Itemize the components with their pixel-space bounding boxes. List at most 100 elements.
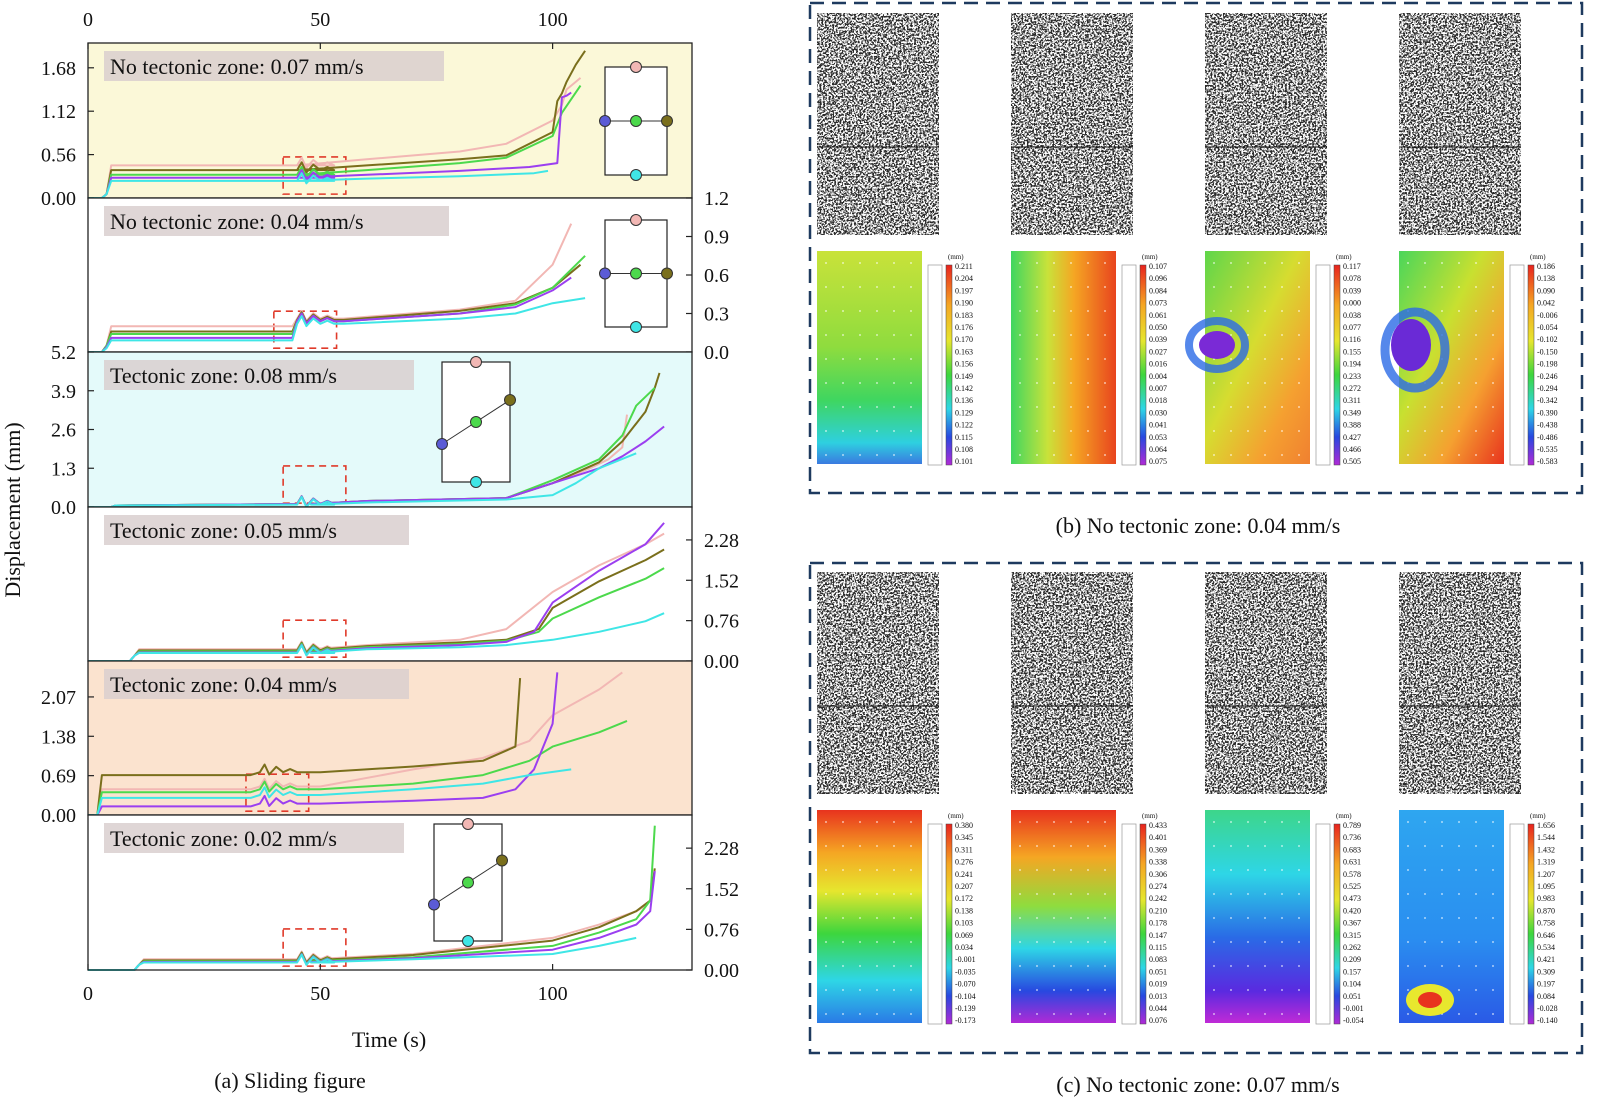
colorbar-label: 0.004 — [1149, 372, 1167, 381]
dic-grid-dot — [1247, 941, 1249, 943]
dic-grid-dot — [1407, 941, 1409, 943]
colorbar-label: 0.038 — [1343, 311, 1361, 320]
low-displacement-ring — [1185, 317, 1249, 373]
measuring-point-dot — [462, 818, 474, 830]
dic-grid-dot — [1298, 941, 1300, 943]
dic-grid-dot — [1230, 821, 1232, 823]
series-line-pink — [88, 671, 623, 816]
colorbar-label: 0.157 — [1343, 967, 1361, 976]
chart-panel-5: Tectonic zone: 0.04 mm/s 0.00 0.69 1.38 2.07 — [41, 660, 693, 827]
dic-grid-dot — [859, 454, 861, 456]
dic-grid-dot — [1492, 430, 1494, 432]
dic-grid-dot — [1441, 917, 1443, 919]
colorbar-label: 0.758 — [1537, 919, 1555, 928]
dic-grid-dot — [1053, 358, 1055, 360]
colorbar-label: 0.104 — [1343, 980, 1361, 989]
dic-grid-dot — [1475, 989, 1477, 991]
colorbar-label: 0.116 — [1343, 335, 1361, 344]
dic-grid-dot — [1492, 454, 1494, 456]
colorbar-label: 0.473 — [1343, 894, 1361, 903]
dic-grid-dot — [859, 1013, 861, 1015]
specimen-photo — [1011, 572, 1133, 794]
colorbar-label: -0.535 — [1537, 445, 1558, 454]
dic-grid-dot — [1036, 917, 1038, 919]
dic-grid-dot — [1036, 334, 1038, 336]
dic-grid-dot — [1053, 310, 1055, 312]
dic-grid-dot — [1458, 869, 1460, 871]
dic-grid-dot — [876, 310, 878, 312]
dic-grid-dot — [1441, 286, 1443, 288]
dic-grid-dot — [1424, 965, 1426, 967]
dic-grid-dot — [1019, 382, 1021, 384]
dic-grid-dot — [842, 430, 844, 432]
colorbar-label: 0.380 — [955, 821, 973, 830]
dic-grid-dot — [1407, 917, 1409, 919]
y-tick-label: 0.56 — [41, 145, 76, 167]
x-axis-label: Time (s) — [352, 1027, 426, 1052]
dic-grid-dot — [1475, 869, 1477, 871]
dic-grid-dot — [1053, 334, 1055, 336]
dic-grid-dot — [910, 941, 912, 943]
dic-grid-dot — [1281, 893, 1283, 895]
dic-grid-dot — [1213, 454, 1215, 456]
colorbar-label: 0.338 — [1149, 858, 1167, 867]
series-line-pink — [88, 223, 573, 353]
dic-grid-dot — [1036, 869, 1038, 871]
dic-grid-dot — [1019, 941, 1021, 943]
dic-grid-dot — [1087, 358, 1089, 360]
dic-grid-dot — [1407, 262, 1409, 264]
dic-grid-dot — [1213, 286, 1215, 288]
oscillation-marker-box — [282, 465, 347, 504]
dic-grid-dot — [1298, 845, 1300, 847]
dic-grid-dot — [842, 262, 844, 264]
dic-grid-dot — [1458, 334, 1460, 336]
dic-grid-dot — [1458, 262, 1460, 264]
colorbar-label: 0.000 — [1343, 299, 1361, 308]
colorbar-label: -0.486 — [1537, 433, 1558, 442]
dic-grid-dot — [859, 869, 861, 871]
colorbar-label: 0.030 — [1149, 408, 1167, 417]
dic-grid-dot — [1036, 406, 1038, 408]
dic-grid-dot — [1247, 917, 1249, 919]
dic-grid-dot — [842, 821, 844, 823]
measuring-point-dot — [661, 267, 673, 280]
dic-grid-dot — [1264, 358, 1266, 360]
colorbar — [1333, 264, 1341, 466]
colorbar-label: 0.084 — [1537, 992, 1555, 1001]
dic-grid-dot — [893, 869, 895, 871]
dic-grid-dot — [825, 454, 827, 456]
dic-grid-dot — [893, 382, 895, 384]
dic-grid-dot — [842, 845, 844, 847]
dic-grid-dot — [910, 286, 912, 288]
dic-grid-dot — [1213, 310, 1215, 312]
specimen-photo — [1205, 572, 1327, 794]
dic-grid-dot — [842, 382, 844, 384]
dic-grid-dot — [1070, 893, 1072, 895]
series-line-green — [88, 719, 628, 816]
dic-grid-dot — [1104, 334, 1106, 336]
x-tick-label-top: 50 — [310, 9, 330, 31]
dic-grid-dot — [1104, 845, 1106, 847]
dic-grid-dot — [893, 334, 895, 336]
colorbar-label: 0.534 — [1537, 943, 1555, 952]
dic-grid-dot — [1070, 1013, 1072, 1015]
profile-box — [927, 264, 943, 466]
colorbar-unit: (mm) — [948, 812, 964, 820]
dic-grid-dot — [1264, 989, 1266, 991]
dic-panel-c: (mm)0.3800.3450.3110.2760.2410.2070.1720… — [817, 572, 1558, 1025]
dic-grid-dot — [910, 310, 912, 312]
dic-grid-dot — [1424, 406, 1426, 408]
dic-grid-dot — [876, 965, 878, 967]
colorbar-label: -0.104 — [955, 992, 976, 1001]
dic-grid-dot — [1424, 869, 1426, 871]
dic-grid-dot — [825, 310, 827, 312]
measuring-point-dot — [630, 169, 642, 181]
dic-grid-dot — [1492, 941, 1494, 943]
colorbar-label: 0.420 — [1343, 906, 1361, 915]
dic-grid-dot — [1475, 406, 1477, 408]
colorbar-label: 0.163 — [955, 347, 973, 356]
measuring-point-dot — [436, 438, 448, 450]
dic-grid-dot — [876, 1013, 878, 1015]
colorbar-label: 0.631 — [1343, 858, 1361, 867]
colorbar-label: 0.210 — [1149, 906, 1167, 915]
